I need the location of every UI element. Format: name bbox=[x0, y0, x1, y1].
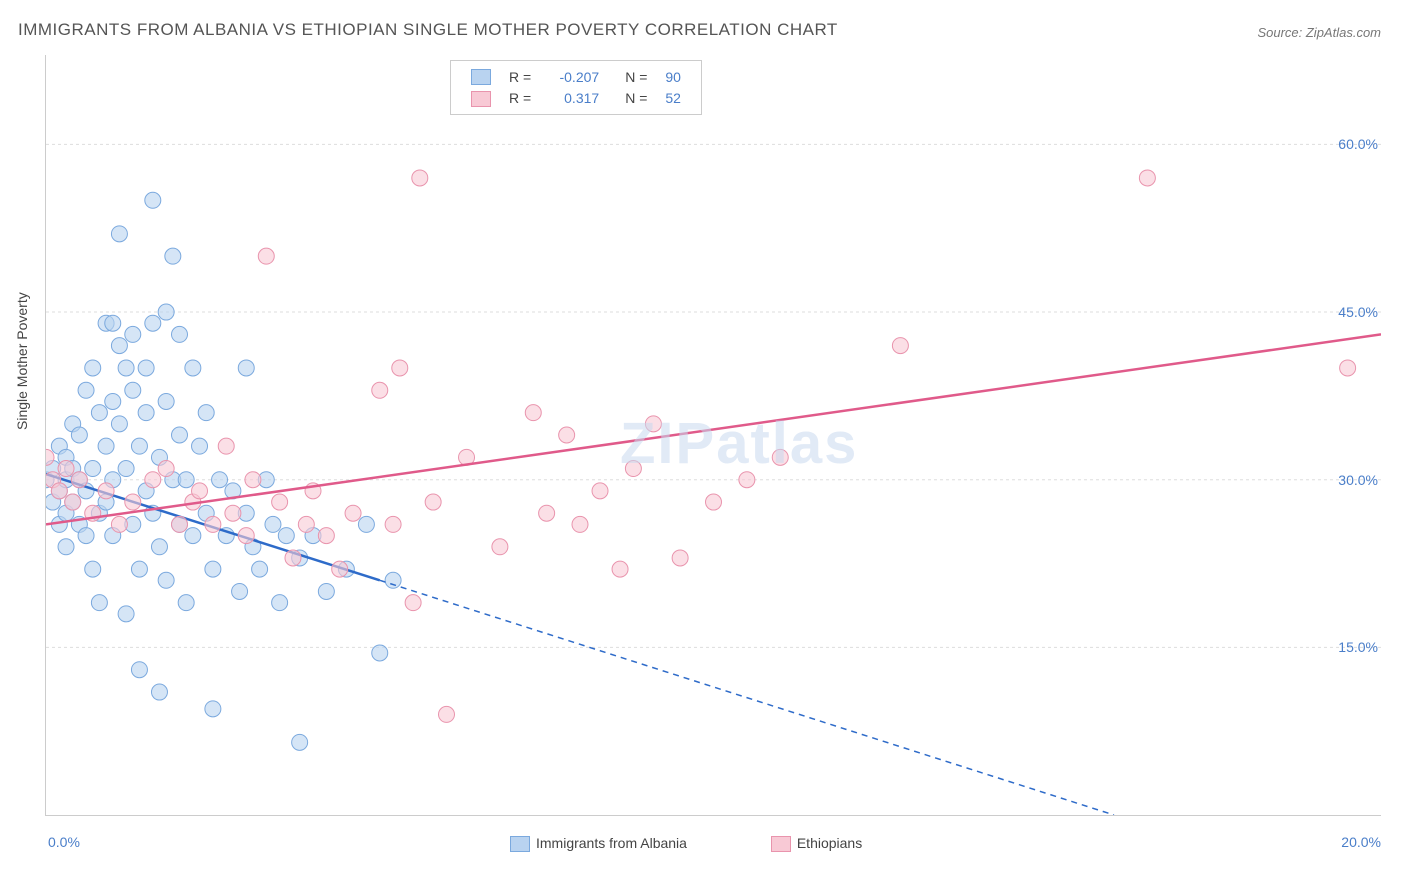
legend-series-1-label: Immigrants from Albania bbox=[536, 835, 687, 851]
legend-series-2: Ethiopians bbox=[771, 835, 902, 851]
chart-container: IMMIGRANTS FROM ALBANIA VS ETHIOPIAN SIN… bbox=[0, 0, 1406, 892]
legend-series-2-label: Ethiopians bbox=[797, 835, 862, 851]
legend-series: Immigrants from Albania Ethiopians bbox=[510, 835, 942, 852]
legend-correlation: R =-0.207N =90R =0.317N =52 bbox=[450, 60, 702, 115]
source-attribution: Source: ZipAtlas.com bbox=[1257, 25, 1381, 40]
y-axis-label: Single Mother Poverty bbox=[14, 292, 30, 430]
y-tick-label: 15.0% bbox=[1338, 639, 1378, 655]
legend-series-1: Immigrants from Albania bbox=[510, 835, 731, 851]
plot-area bbox=[45, 55, 1381, 816]
x-tick-max: 20.0% bbox=[1341, 834, 1381, 850]
chart-title: IMMIGRANTS FROM ALBANIA VS ETHIOPIAN SIN… bbox=[18, 20, 838, 40]
x-tick-min: 0.0% bbox=[48, 834, 80, 850]
y-tick-label: 45.0% bbox=[1338, 304, 1378, 320]
scatter-svg bbox=[46, 55, 1381, 815]
y-tick-label: 30.0% bbox=[1338, 472, 1378, 488]
y-tick-label: 60.0% bbox=[1338, 136, 1378, 152]
